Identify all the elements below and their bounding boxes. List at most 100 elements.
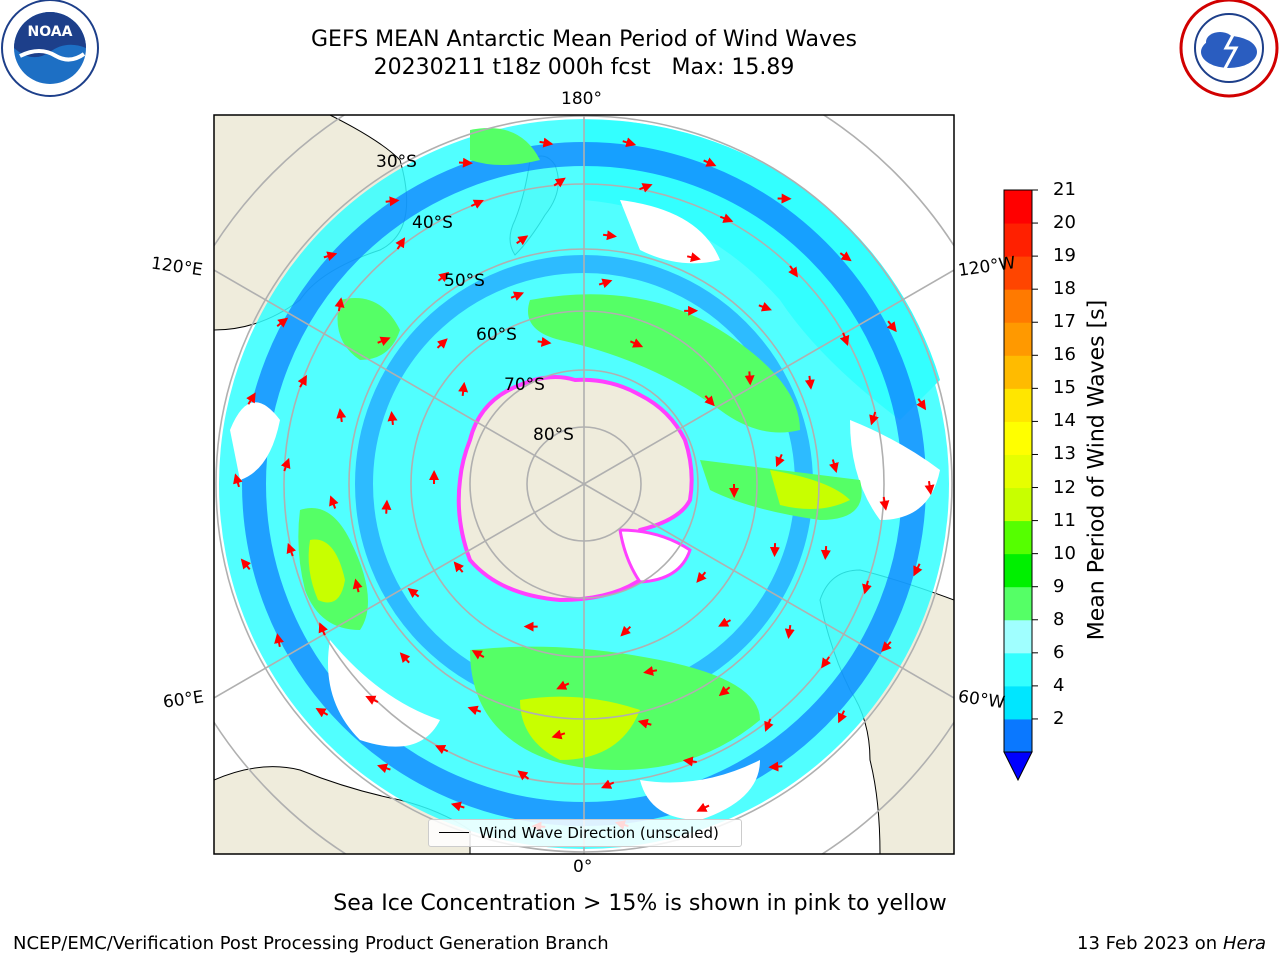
wave-direction-arrow bbox=[629, 338, 644, 348]
colorbar-tick-label: 17 bbox=[1053, 311, 1076, 333]
footer-date: 13 Feb 2023 on Hera bbox=[1077, 933, 1266, 955]
wave-direction-arrow bbox=[602, 230, 617, 241]
wave-direction-arrow bbox=[758, 302, 772, 312]
wave-direction-arrow bbox=[881, 641, 892, 652]
colorbar-segment bbox=[1004, 190, 1032, 224]
wave-direction-arrow bbox=[395, 237, 406, 250]
wave-direction-arrow bbox=[913, 563, 923, 577]
wave-direction-arrow bbox=[862, 580, 872, 595]
wave-direction-arrow bbox=[886, 320, 897, 333]
wave-direction-arrow bbox=[334, 297, 345, 312]
colorbar-tick-label: 10 bbox=[1053, 542, 1076, 564]
wave-direction-arrow bbox=[470, 199, 484, 209]
wave-direction-arrow bbox=[821, 656, 831, 669]
wave-direction-arrow bbox=[556, 680, 570, 690]
colorbar-segment bbox=[1004, 421, 1032, 455]
wave-direction-arrow bbox=[719, 213, 734, 223]
colorbar-tick-label: 15 bbox=[1053, 377, 1076, 399]
wave-direction-arrow bbox=[336, 408, 347, 423]
wave-direction-arrow bbox=[471, 650, 485, 660]
wave-direction-arrow bbox=[696, 802, 710, 812]
wave-direction-arrow bbox=[377, 336, 391, 346]
lat-label-80s: 80°S bbox=[533, 425, 574, 445]
wave-direction-arrow bbox=[318, 622, 328, 636]
wave-direction-arrow bbox=[820, 546, 831, 561]
wave-direction-arrow bbox=[839, 251, 852, 262]
wave-direction-arrow bbox=[601, 779, 615, 789]
wave-direction-arrow bbox=[280, 457, 291, 472]
lon-label-180: 180° bbox=[561, 89, 602, 109]
colorbar-tick-label: 16 bbox=[1053, 344, 1076, 366]
colorbar-segment bbox=[1004, 652, 1032, 687]
colorbar-tick-label: 8 bbox=[1053, 608, 1065, 630]
colorbar-segment bbox=[1004, 487, 1032, 522]
wave-direction-arrow bbox=[744, 371, 755, 386]
lat-label-60s: 60°S bbox=[476, 325, 517, 345]
vector-legend: Wind Wave Direction (unscaled) bbox=[428, 819, 742, 847]
colorbar-tick-label: 11 bbox=[1053, 509, 1076, 531]
wave-direction-arrow bbox=[233, 473, 243, 488]
wave-direction-arrow bbox=[381, 499, 392, 514]
wave-direction-arrow bbox=[458, 157, 473, 168]
wave-direction-arrow bbox=[458, 381, 469, 396]
lat-label-40s: 40°S bbox=[412, 213, 453, 233]
wave-direction-arrow bbox=[286, 542, 297, 557]
colorbar-under-arrow bbox=[1003, 751, 1033, 782]
colorbar-tick-label: 14 bbox=[1053, 410, 1076, 432]
wave-direction-arrow bbox=[240, 558, 252, 570]
wave-direction-arrow bbox=[837, 710, 847, 724]
wave-direction-arrow bbox=[276, 317, 289, 328]
wave-direction-arrow bbox=[539, 137, 554, 148]
wave-direction-arrow bbox=[768, 761, 783, 772]
wave-direction-arrow bbox=[643, 666, 658, 676]
colorbar-segment bbox=[1004, 586, 1032, 621]
colorbar-segment bbox=[1004, 454, 1032, 489]
wave-direction-arrow bbox=[718, 685, 731, 697]
nws-logo bbox=[1179, 0, 1279, 98]
colorbar-tick-label: 21 bbox=[1053, 179, 1076, 200]
footer-date-text: 13 Feb 2023 on bbox=[1077, 933, 1218, 954]
wave-direction-arrow bbox=[788, 265, 798, 278]
colorbar-tick-label: 18 bbox=[1053, 278, 1076, 300]
colorbar-tick-label: 2 bbox=[1053, 707, 1065, 729]
wave-direction-arrow bbox=[622, 137, 637, 148]
wave-direction-arrow bbox=[553, 177, 566, 188]
wave-direction-arrow bbox=[703, 157, 717, 167]
colorbar-tick-label: 9 bbox=[1053, 575, 1065, 597]
colorbar-segment bbox=[1004, 553, 1032, 588]
wave-direction-arrow bbox=[510, 291, 525, 301]
lat-label-30s: 30°S bbox=[376, 152, 417, 172]
wave-direction-arrow bbox=[323, 251, 338, 262]
wave-direction-arrow bbox=[916, 398, 927, 411]
colorbar-segment bbox=[1004, 520, 1032, 555]
wave-direction-arrow bbox=[297, 374, 307, 388]
wave-direction-arrow bbox=[329, 495, 339, 509]
wave-direction-arrow bbox=[551, 729, 566, 740]
wave-direction-arrow bbox=[352, 578, 363, 593]
lat-label-70s: 70°S bbox=[504, 375, 545, 395]
wave-direction-arrow bbox=[437, 271, 450, 283]
wave-direction-arrow bbox=[637, 718, 652, 729]
colorbar-segment bbox=[1004, 619, 1032, 654]
wave-direction-arrow bbox=[537, 336, 552, 347]
legend-label: Wind Wave Direction (unscaled) bbox=[479, 824, 719, 842]
colorbar-segment bbox=[1004, 289, 1032, 323]
colorbar-tick-label: 13 bbox=[1053, 443, 1076, 465]
footer-machine: Hera bbox=[1222, 933, 1266, 954]
wind-wave-vectors bbox=[233, 137, 935, 832]
wave-direction-arrow bbox=[869, 411, 879, 426]
colorbar-border bbox=[1003, 189, 1033, 753]
wave-direction-arrow bbox=[784, 625, 795, 640]
noaa-logo: NOAA bbox=[1, 0, 99, 97]
colorbar-segment bbox=[1004, 685, 1032, 720]
chart-subtitle: 20230211 t18z 000h fcst Max: 15.89 bbox=[373, 55, 795, 80]
wave-direction-arrow bbox=[315, 707, 329, 718]
colorbar bbox=[1003, 189, 1038, 782]
colorbar-segment bbox=[1004, 355, 1032, 389]
wave-direction-arrow bbox=[639, 183, 653, 193]
wave-direction-arrow bbox=[686, 252, 701, 263]
wave-direction-arrow bbox=[365, 695, 379, 705]
wave-direction-arrow bbox=[407, 588, 420, 599]
wave-direction-arrow bbox=[450, 801, 465, 812]
wave-direction-arrow bbox=[246, 392, 256, 405]
